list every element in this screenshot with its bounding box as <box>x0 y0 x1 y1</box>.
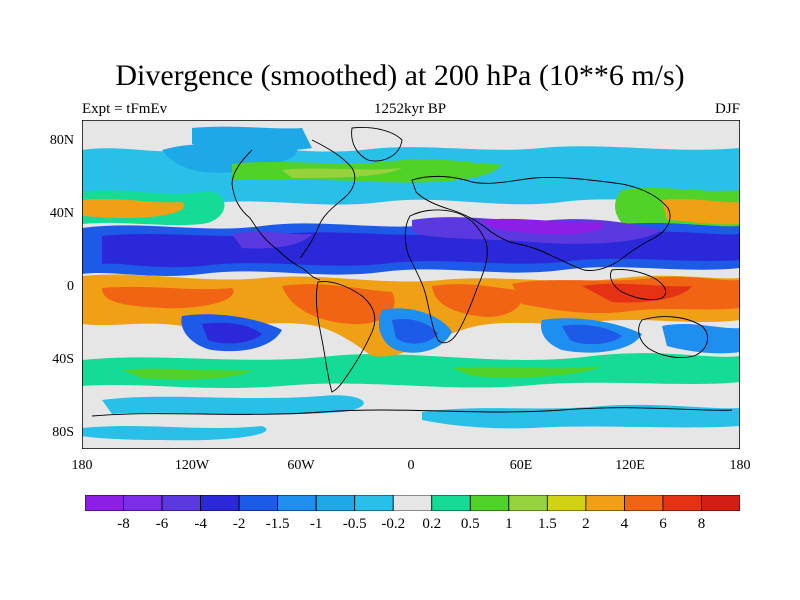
colorbar-level-label: 6 <box>659 516 667 532</box>
map-panel <box>82 120 740 449</box>
arctic-convergence-patch <box>192 126 312 151</box>
colorbar-level-label: 1 <box>505 516 513 532</box>
colorbar-swatch <box>701 495 740 511</box>
greenland-coast <box>351 127 403 162</box>
colorbar-level-label: 4 <box>620 516 629 532</box>
north-west-pacific-divergence-core <box>662 198 740 225</box>
colorbar-level-label: -6 <box>155 516 169 532</box>
colorbar-swatch <box>200 495 240 511</box>
north-america-east-coast <box>299 139 356 259</box>
coastlines <box>91 127 733 417</box>
colorbar-level-label: 0.5 <box>460 516 480 532</box>
divergence-map <box>82 120 740 449</box>
colorbar-level-label: -4 <box>194 516 207 532</box>
african-divergence-core <box>432 284 523 317</box>
antarctica-coast <box>91 407 733 417</box>
colorbar-level-label: -8 <box>117 516 130 532</box>
tropical-pacific-divergence-core <box>102 286 234 309</box>
x-tick-label: 60W <box>287 458 315 473</box>
chart-title: Divergence (smoothed) at 200 hPa (10**6 … <box>115 59 685 92</box>
colorbar-swatch <box>85 495 124 511</box>
colorbar-swatch <box>161 495 201 511</box>
x-tick-label: 60E <box>509 458 533 473</box>
colorbar-swatch <box>624 495 664 511</box>
maritime-continent-coast <box>610 269 667 301</box>
colorbar-swatch <box>585 495 625 511</box>
southern-convergence-patch <box>82 426 267 441</box>
southern-convergence-patch <box>102 395 364 415</box>
southern-divergence-core <box>122 368 252 380</box>
eurasia-coast <box>411 175 671 271</box>
x-tick-label: 180 <box>729 458 751 473</box>
colorbar-swatch <box>123 495 163 511</box>
colorbar-swatch <box>277 495 317 511</box>
colorbar-swatch <box>546 495 587 511</box>
south-atlantic-convergence-core <box>392 318 438 344</box>
colorbar-swatch <box>315 495 356 511</box>
y-tick-label: 80S <box>52 425 74 440</box>
colorbar-swatch <box>238 495 279 511</box>
southern-divergence-core <box>452 366 602 378</box>
southern-convergence-patch <box>422 404 740 429</box>
africa-coast <box>404 209 488 344</box>
colorbar-level-label: -0.2 <box>381 516 406 532</box>
colorbar <box>85 495 740 511</box>
north-atlantic-divergence-core <box>282 168 402 178</box>
colorbar-swatch <box>469 495 510 511</box>
colorbar-swatch <box>662 495 702 511</box>
season-label: DJF <box>714 101 740 117</box>
x-tick-label: 120W <box>174 458 210 473</box>
time-label: 1252kyr BP <box>373 101 447 117</box>
asian-convergence-max <box>482 218 604 235</box>
south-america-coast <box>315 281 376 393</box>
indian-ocean-convergence-core <box>562 324 622 345</box>
y-tick-label: 80N <box>49 133 74 148</box>
x-tick-label: 180 <box>71 458 93 473</box>
y-tick-label: 40S <box>52 352 74 367</box>
colorbar-level-label: -1 <box>309 516 323 532</box>
colorbar-level-label: -0.5 <box>342 516 367 532</box>
colorbar-swatch <box>354 495 394 511</box>
colorbar-level-label: 0.2 <box>422 516 442 532</box>
australia-coast <box>638 316 709 359</box>
colorbar-swatch <box>431 495 471 511</box>
experiment-label: Expt = tFmEv <box>82 101 168 117</box>
colorbar-swatch <box>392 495 433 511</box>
atlantic-convergence-core <box>232 231 312 249</box>
north-pacific-divergence-core <box>82 198 184 218</box>
colorbar-level-label: -1.5 <box>265 516 290 532</box>
x-tick-label: 0 <box>407 458 415 473</box>
colorbar-level-label: 1.5 <box>537 516 557 532</box>
y-tick-label: 40N <box>49 206 74 221</box>
south-west-pacific-convergence <box>662 324 740 354</box>
south-pacific-convergence-core <box>202 322 262 344</box>
southern-divergence-band <box>82 353 740 388</box>
colorbar-level-label: 8 <box>697 516 706 532</box>
y-tick-label: 0 <box>67 279 74 294</box>
north-america-coast <box>231 149 321 281</box>
x-tick-label: 120E <box>615 458 645 473</box>
colorbar-level-label: 2 <box>582 516 590 532</box>
colorbar-level-label: -2 <box>232 516 246 532</box>
colorbar-swatch <box>508 495 548 511</box>
south-american-divergence-core <box>282 284 395 325</box>
